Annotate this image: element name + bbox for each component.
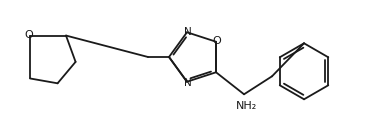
Text: N: N (184, 27, 192, 37)
Text: O: O (24, 30, 33, 40)
Text: N: N (184, 78, 192, 88)
Text: NH₂: NH₂ (235, 101, 257, 111)
Text: O: O (213, 36, 222, 46)
